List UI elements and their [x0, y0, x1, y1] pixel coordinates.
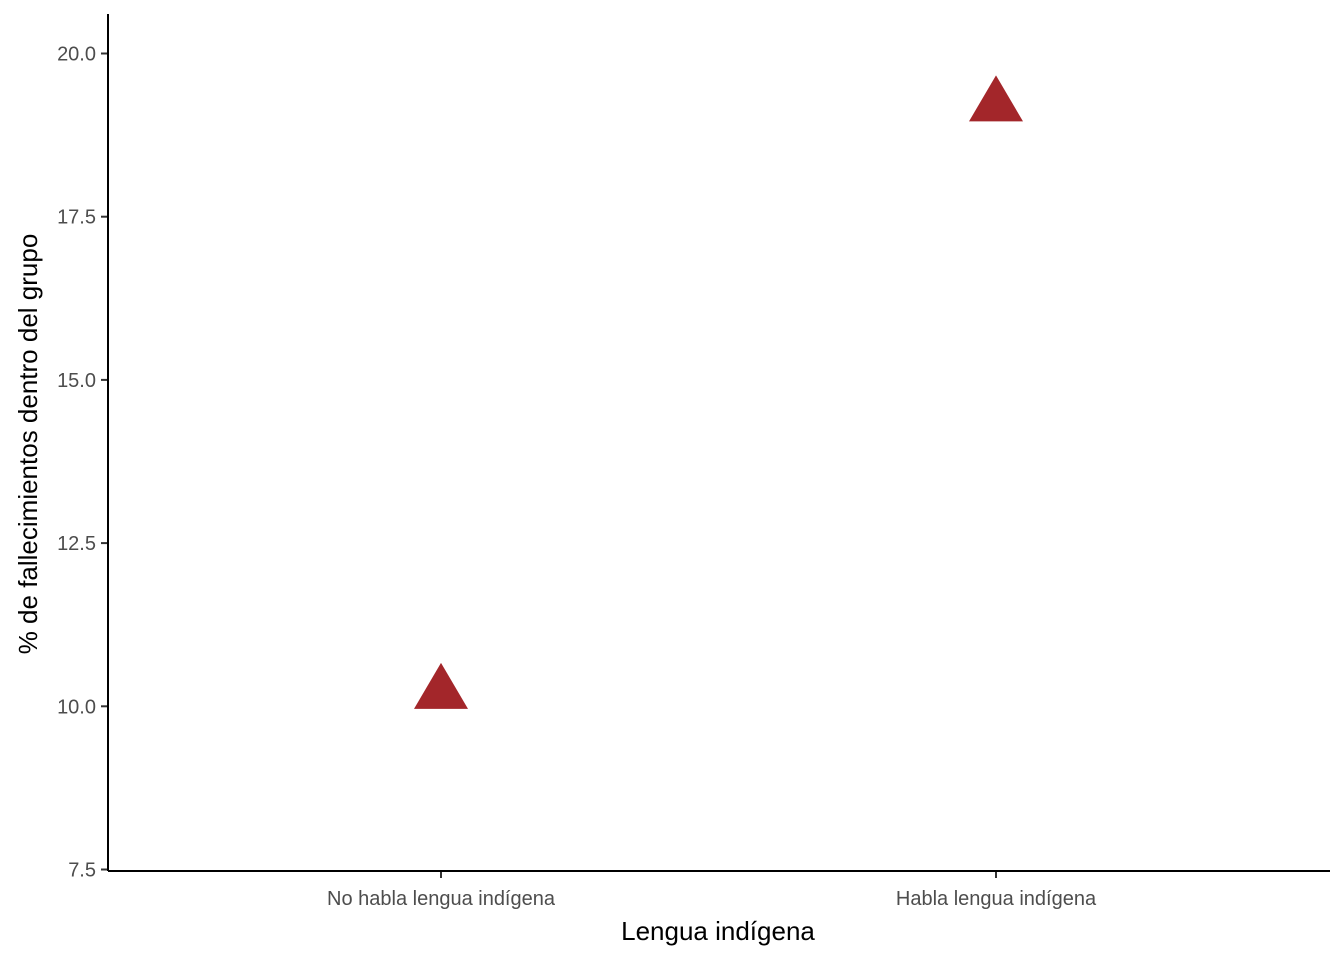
- y-tick-label: 10.0: [57, 696, 96, 718]
- x-tick-label: No habla lengua indígena: [327, 888, 556, 910]
- x-axis-title: Lengua indígena: [621, 916, 815, 946]
- y-tick-label: 15.0: [57, 370, 96, 392]
- x-axis-ticks: No habla lengua indígena Habla lengua ind…: [327, 871, 1097, 910]
- data-point-triangle: [414, 662, 468, 709]
- y-axis-ticks: 7.5 10.0 12.5 15.0 17.5 20.0: [57, 44, 108, 882]
- data-points: [414, 75, 1023, 709]
- x-tick-label: Habla lengua indígena: [896, 888, 1097, 910]
- y-tick-label: 20.0: [57, 44, 96, 66]
- y-tick-label: 7.5: [68, 860, 96, 882]
- y-axis-title: % de fallecimientos dentro del grupo: [13, 234, 43, 655]
- data-point-triangle: [969, 75, 1023, 122]
- y-tick-label: 12.5: [57, 533, 96, 555]
- y-tick-label: 17.5: [57, 207, 96, 229]
